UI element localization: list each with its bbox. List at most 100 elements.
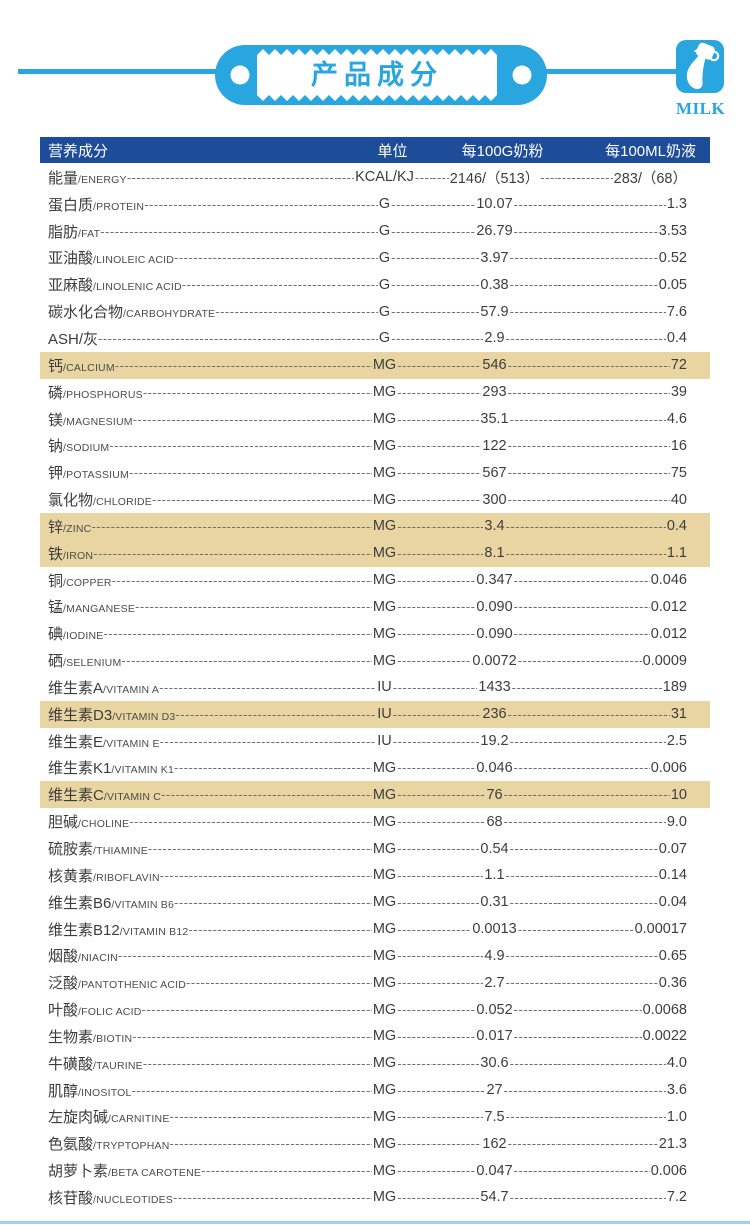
per-100ml-cell: ----------------------------------------… bbox=[557, 867, 688, 883]
dash-leader: ----------------------------------------… bbox=[432, 250, 479, 266]
unit-value: MG bbox=[372, 1135, 397, 1152]
dash-leader: ----------------------------------------… bbox=[337, 626, 372, 642]
per-100g-value: 19.2 bbox=[480, 733, 509, 750]
dash-leader: ----------------------------------------… bbox=[397, 948, 432, 964]
dash-leader: ----------------------------------------… bbox=[337, 921, 372, 937]
unit-cell: ----------------------------------------… bbox=[337, 1189, 432, 1205]
unit-cell: ----------------------------------------… bbox=[337, 438, 432, 454]
per-100ml-cell: ----------------------------------------… bbox=[557, 492, 688, 508]
dash-leader: ----------------------------------------… bbox=[432, 921, 472, 937]
table-row: 铜/COPPER -------------------------------… bbox=[40, 567, 710, 594]
nutrient-name: 硫胺素/THIAMINE bbox=[48, 841, 148, 859]
unit-value: G bbox=[378, 330, 391, 347]
dash-leader: ----------------------------------------… bbox=[557, 518, 666, 534]
dash-leader: ----------------------------------------… bbox=[557, 1082, 666, 1098]
dash-leader: ----------------------------------------… bbox=[391, 223, 432, 239]
nutrient-cell: 碳水化合物/CARBOHYDRATE ---------------------… bbox=[48, 301, 337, 322]
per-100g-value: 0.0072 bbox=[472, 652, 517, 669]
per-100g-cell: ----------------------------------------… bbox=[432, 1002, 557, 1018]
dash-leader: ----------------------------------------… bbox=[432, 384, 481, 400]
dash-leader: ----------------------------------------… bbox=[121, 653, 337, 669]
dash-leader: ----------------------------------------… bbox=[507, 492, 557, 508]
unit-cell: ----------------------------------------… bbox=[337, 787, 432, 803]
dash-leader: ----------------------------------------… bbox=[557, 492, 670, 508]
per-100g-value: 0.090 bbox=[476, 598, 513, 615]
unit-cell: ----------------------------------------… bbox=[337, 733, 432, 749]
dash-leader: ----------------------------------------… bbox=[505, 518, 557, 534]
nutrient-name: 左旋肉碱/CARNITINE bbox=[48, 1109, 170, 1127]
nutrient-name: 钾/POTASSIUM bbox=[48, 465, 129, 483]
dash-leader: ----------------------------------------… bbox=[159, 867, 337, 883]
dash-leader: ----------------------------------------… bbox=[135, 599, 337, 615]
per-100ml-cell: ----------------------------------------… bbox=[557, 545, 688, 561]
per-100g-value: 0.047 bbox=[476, 1162, 513, 1179]
dash-leader: ----------------------------------------… bbox=[392, 706, 432, 722]
unit-cell: ----------------------------------------… bbox=[337, 599, 432, 615]
dash-leader: ----------------------------------------… bbox=[337, 948, 372, 964]
dash-leader: ----------------------------------------… bbox=[432, 330, 483, 346]
per-100ml-value: 2.5 bbox=[666, 733, 687, 750]
unit-value: MG bbox=[372, 518, 397, 535]
per-100ml-cell: ----------------------------------------… bbox=[557, 653, 688, 669]
dash-leader: ----------------------------------------… bbox=[141, 1002, 337, 1018]
ticket-ribbon-icon bbox=[215, 45, 547, 105]
unit-value: MG bbox=[372, 813, 397, 830]
nutrient-name: 镁/MAGNESIUM bbox=[48, 411, 133, 429]
per-100g-value: 0.090 bbox=[476, 625, 513, 642]
dash-leader: ----------------------------------------… bbox=[93, 545, 337, 561]
nutrient-cell: 牛磺酸/TAURINE ----------------------------… bbox=[48, 1053, 337, 1074]
per-100g-value: 3.4 bbox=[484, 518, 505, 535]
per-100ml-value: 0.07 bbox=[658, 840, 687, 857]
per-100ml-cell: ----------------------------------------… bbox=[557, 1002, 688, 1018]
dash-leader: ----------------------------------------… bbox=[509, 277, 557, 293]
nutrient-cell: 亚油酸/LINOLEIC ACID ----------------------… bbox=[48, 247, 337, 268]
unit-value: MG bbox=[372, 652, 397, 669]
nutrient-cell: 核苷酸/NUCLEOTIDES ------------------------… bbox=[48, 1187, 337, 1208]
per-100ml-cell: ----------------------------------------… bbox=[557, 894, 688, 910]
nutrient-name: 钙/CALCIUM bbox=[48, 357, 115, 375]
nutrient-cell: 维生素E/VITAMIN E -------------------------… bbox=[48, 731, 337, 752]
dash-leader: ----------------------------------------… bbox=[337, 492, 372, 508]
dash-leader: ----------------------------------------… bbox=[337, 169, 354, 185]
dash-leader: ----------------------------------------… bbox=[509, 1189, 557, 1205]
per-100ml-cell: ----------------------------------------… bbox=[557, 975, 688, 991]
dash-leader: ----------------------------------------… bbox=[337, 1028, 372, 1044]
dash-leader: ----------------------------------------… bbox=[159, 679, 337, 695]
per-100ml-value: 39 bbox=[670, 384, 687, 401]
per-100g-cell: ----------------------------------------… bbox=[432, 304, 557, 320]
dash-leader: ----------------------------------------… bbox=[98, 330, 337, 346]
per-100ml-cell: ----------------------------------------… bbox=[557, 787, 688, 803]
dash-leader: ----------------------------------------… bbox=[505, 330, 557, 346]
per-100g-value: 0.54 bbox=[480, 840, 509, 857]
nutrient-cell: 维生素A/VITAMIN A -------------------------… bbox=[48, 677, 337, 698]
per-100ml-value: 0.0068 bbox=[642, 1001, 687, 1018]
nutrient-name: 烟酸/NIACIN bbox=[48, 948, 118, 966]
dash-leader: ----------------------------------------… bbox=[175, 706, 337, 722]
per-100g-cell: ----------------------------------------… bbox=[432, 948, 557, 964]
per-100g-value: 2.7 bbox=[484, 974, 505, 991]
dash-leader: ----------------------------------------… bbox=[392, 679, 432, 695]
per-100g-cell: ----------------------------------------… bbox=[432, 330, 557, 346]
dash-leader: ----------------------------------------… bbox=[129, 814, 337, 830]
unit-value: MG bbox=[372, 357, 397, 374]
per-100ml-value: 0.006 bbox=[650, 1162, 687, 1179]
dash-leader: ----------------------------------------… bbox=[432, 357, 481, 373]
dash-leader: ----------------------------------------… bbox=[432, 223, 476, 239]
unit-value: MG bbox=[372, 572, 397, 589]
dash-leader: ----------------------------------------… bbox=[557, 438, 670, 454]
nutrient-name: 维生素B12/VITAMIN B12 bbox=[48, 921, 189, 939]
dash-leader: ----------------------------------------… bbox=[557, 626, 650, 642]
dash-leader: ----------------------------------------… bbox=[432, 1002, 476, 1018]
nutrient-cell: 泛酸/PANTOTHENIC ACID --------------------… bbox=[48, 972, 337, 993]
dash-leader: ----------------------------------------… bbox=[152, 492, 337, 508]
dash-leader: ----------------------------------------… bbox=[432, 1055, 479, 1071]
nutrient-cell: 锌/ZINC ---------------------------------… bbox=[48, 516, 337, 537]
nutrient-cell: 镁/MAGNESIUM ----------------------------… bbox=[48, 409, 337, 430]
dash-leader: ----------------------------------------… bbox=[337, 250, 378, 266]
dash-leader: ----------------------------------------… bbox=[505, 545, 557, 561]
dash-leader: ----------------------------------------… bbox=[337, 1082, 372, 1098]
nutrient-cell: 左旋肉碱/CARNITINE -------------------------… bbox=[48, 1106, 337, 1127]
per-100g-cell: ----------------------------------------… bbox=[432, 787, 557, 803]
table-row: 维生素B6/VITAMIN B6 -----------------------… bbox=[40, 889, 710, 916]
dash-leader: ----------------------------------------… bbox=[557, 894, 658, 910]
